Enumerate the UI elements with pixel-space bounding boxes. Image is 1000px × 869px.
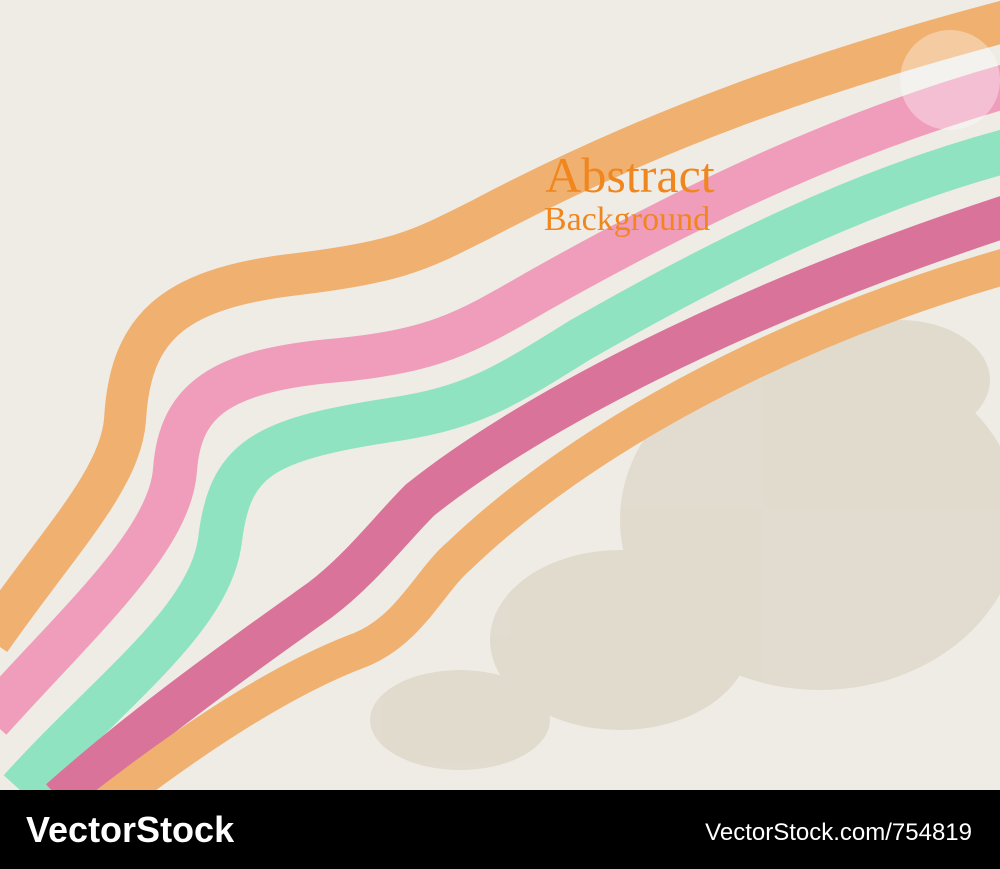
footer-id: VectorStock.com/754819 [705,819,972,846]
footer-brand: VectorStock [26,809,235,850]
stripe-dark-pink [46,196,1000,816]
stripe-pink [0,64,1000,735]
footer-bar [0,790,1000,869]
stripe-green [3,129,1000,805]
title-line2: Background [544,201,710,238]
title-line1: Abstract [545,147,714,203]
stripe-orange-top [0,0,1000,653]
grunge-splatter [370,320,1000,770]
light-circle [900,30,1000,130]
stripe-orange-bottom [88,249,1000,825]
stripes [0,0,1000,825]
